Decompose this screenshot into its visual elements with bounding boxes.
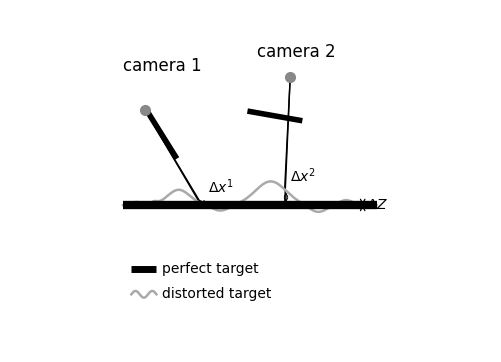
Text: $\Delta x^1$: $\Delta x^1$ (208, 178, 233, 196)
Text: $\Delta x^2$: $\Delta x^2$ (290, 167, 316, 185)
Text: camera 1: camera 1 (123, 57, 201, 75)
Text: $\Delta Z$: $\Delta Z$ (367, 198, 388, 212)
Text: distorted target: distorted target (162, 287, 272, 301)
Text: camera 2: camera 2 (257, 43, 335, 61)
Text: perfect target: perfect target (162, 262, 259, 276)
